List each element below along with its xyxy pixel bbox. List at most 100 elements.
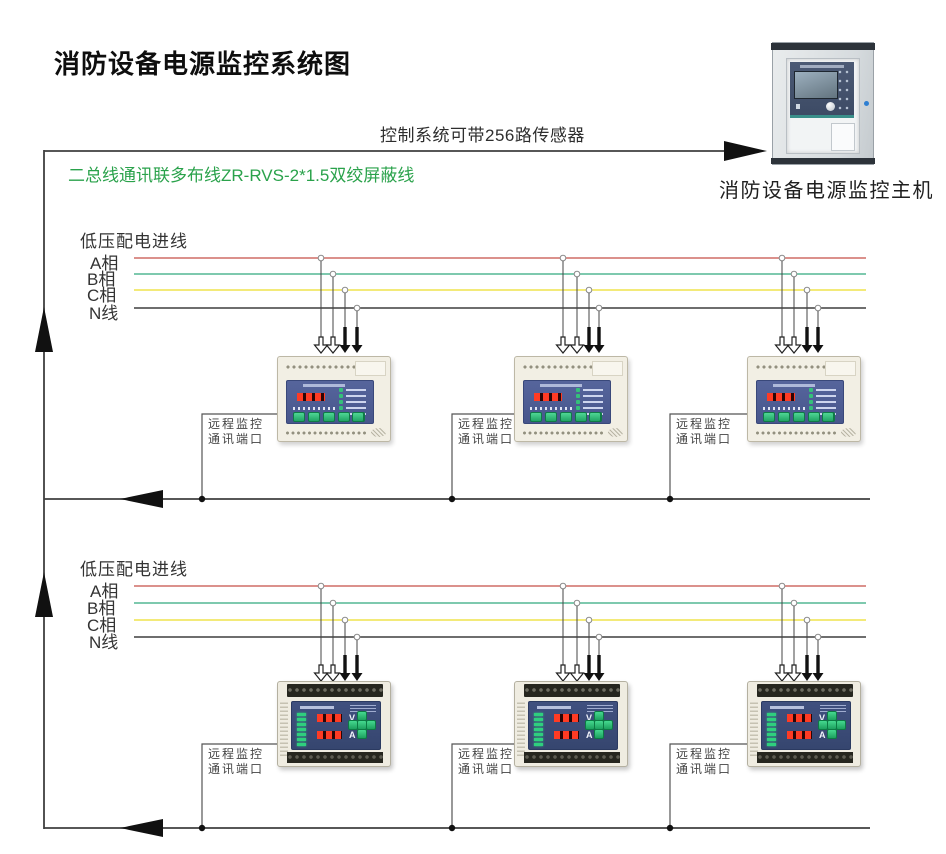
hollow-arrow-down [569, 664, 585, 682]
seven-segment-display [763, 390, 799, 404]
tap-circle [329, 599, 337, 607]
terminal-block-bottom [287, 752, 383, 763]
arrow-up-riser-1 [35, 307, 53, 352]
tap-circle [803, 286, 811, 294]
remote-port-label: 远程监控 通讯端口 [458, 417, 515, 446]
key-down [594, 729, 604, 739]
hollow-arrow-down [786, 664, 802, 682]
power-monitor-module-a [514, 356, 628, 442]
drop-line [669, 413, 748, 499]
power-monitor-module-b: V A [747, 681, 861, 767]
hollow-arrow-down [786, 336, 802, 354]
terminal-row-bottom [755, 429, 837, 437]
junction-dot [198, 495, 206, 503]
door-label-slot [831, 123, 855, 151]
arrow-left-return-2 [120, 819, 163, 837]
panel-title-strip [800, 65, 844, 68]
hollow-arrow-down [325, 336, 341, 354]
key-down [827, 729, 837, 739]
indicator-list [576, 385, 603, 416]
drop-line [451, 413, 515, 499]
key-right [836, 720, 846, 730]
hollow-arrow-down [313, 336, 329, 354]
tap-circle [790, 599, 798, 607]
amp-unit-label: A [586, 730, 593, 740]
page-title: 消防设备电源监控系统图 [54, 50, 352, 80]
junction-dot [666, 824, 674, 832]
terminal-row-top [285, 363, 355, 371]
tap-circle [317, 254, 325, 262]
keypad-cross [818, 711, 846, 739]
panel-title-strip [537, 706, 571, 709]
feeder-2-incoming-label: 低压配电进线 [80, 560, 188, 579]
tap-circle [559, 582, 567, 590]
power-monitor-module-b: V A [277, 681, 391, 767]
solid-arrow-down [593, 345, 605, 353]
control-panel [790, 62, 854, 118]
indicator-list [809, 385, 836, 416]
panel-mark [796, 104, 800, 109]
amp-unit-label: A [349, 730, 356, 740]
tap-circle [559, 254, 567, 262]
phase-b-label: B相 [87, 599, 116, 618]
door-lock-led [864, 101, 869, 106]
hollow-arrow-down [555, 664, 571, 682]
solid-arrow-down [351, 673, 363, 681]
solid-arrow-down [339, 345, 351, 353]
tap-circle [595, 304, 603, 312]
power-monitor-module-a [277, 356, 391, 442]
volt-unit-label: V [349, 713, 356, 723]
indicator-led-grid [838, 70, 852, 110]
arrow-right-to-master [724, 141, 767, 161]
drop-line [201, 743, 278, 828]
key-right [603, 720, 613, 730]
arrow-up-riser-2 [35, 572, 53, 617]
panel-title-strip [770, 706, 804, 709]
voltage-display [314, 712, 345, 724]
tap-circle [353, 633, 361, 641]
junction-dots [198, 495, 674, 832]
current-display [551, 729, 582, 741]
terminal-row-bottom [522, 429, 604, 437]
buzzer-vent [841, 428, 856, 437]
phase-tap-connections [313, 254, 824, 682]
power-monitor-module-b: V A [514, 681, 628, 767]
feeder-2-phase-lines [134, 585, 866, 638]
junction-dot [448, 824, 456, 832]
master-unit-label: 消防设备电源监控主机 [719, 180, 934, 202]
terminal-block-top [287, 684, 383, 697]
device-button [589, 412, 601, 422]
cabinet-bottom-band [771, 158, 875, 164]
solid-arrow-down [801, 673, 813, 681]
panel-info-text [350, 705, 376, 712]
solid-arrow-down [583, 673, 595, 681]
volt-unit-label: V [586, 713, 593, 723]
solid-arrow-down [351, 345, 363, 353]
device-button [352, 412, 364, 422]
tap-circle [803, 616, 811, 624]
panel-info-text [820, 705, 846, 712]
device-front-panel: V A [528, 701, 618, 750]
tap-circle [317, 582, 325, 590]
remote-port-drops [201, 413, 748, 828]
lcd-screen [794, 71, 838, 99]
drop-line [451, 743, 515, 828]
sensor-capacity-note: 控制系统可带256路传感器 [380, 126, 585, 145]
device-front-panel [756, 380, 844, 424]
solid-arrow-down [812, 345, 824, 353]
amp-unit-label: A [819, 730, 826, 740]
tap-circle [778, 254, 786, 262]
terminal-cover [825, 361, 856, 376]
phase-b-label: B相 [87, 270, 116, 289]
key-right [366, 720, 376, 730]
master-unit-cabinet [771, 42, 875, 165]
terminal-block-bottom [757, 752, 853, 763]
remote-port-label: 远程监控 通讯端口 [208, 417, 265, 446]
phase-n-label: N线 [89, 304, 119, 323]
feeder-1-incoming-label: 低压配电进线 [80, 232, 188, 251]
tap-circle [595, 633, 603, 641]
device-front-panel: V A [761, 701, 851, 750]
key-down [357, 729, 367, 739]
phase-a-label: A相 [90, 582, 119, 601]
